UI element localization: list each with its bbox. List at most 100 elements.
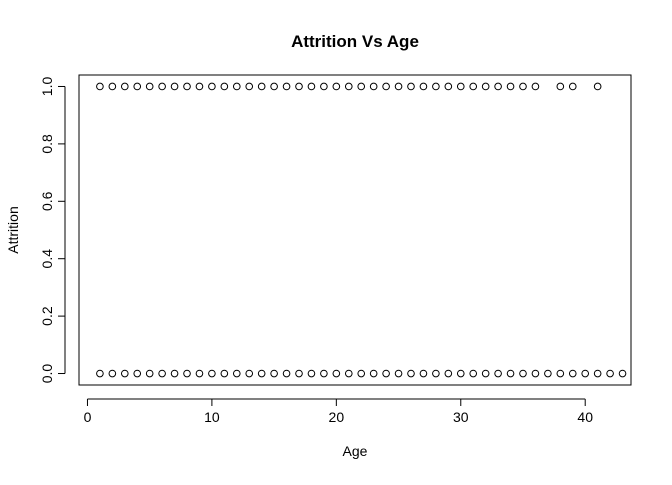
data-point: [232, 82, 241, 91]
data-point: [456, 369, 465, 378]
data-point: [295, 82, 303, 91]
data-point: [456, 82, 465, 91]
data-point: [531, 82, 540, 91]
data-point: [432, 369, 440, 378]
data-point: [183, 82, 191, 91]
x-tick-label: 0: [84, 409, 92, 425]
data-point: [481, 369, 490, 378]
data-point: [232, 369, 241, 378]
data-points: [96, 82, 627, 378]
data-point: [444, 82, 453, 91]
data-point: [270, 82, 278, 91]
data-point: [506, 82, 515, 91]
data-point: [332, 369, 341, 378]
data-point: [120, 82, 129, 91]
data-point: [96, 82, 104, 91]
data-point: [394, 82, 403, 91]
data-point: [108, 82, 117, 91]
data-point: [158, 82, 166, 91]
data-point: [382, 82, 390, 91]
data-point: [208, 82, 216, 91]
data-point: [282, 369, 291, 378]
data-point: [195, 369, 204, 378]
data-point: [357, 369, 366, 378]
data-point: [369, 82, 378, 91]
data-point: [344, 82, 353, 91]
data-point: [556, 82, 565, 91]
data-point: [568, 369, 577, 378]
data-point: [382, 369, 390, 378]
y-tick-label: 0.6: [39, 191, 55, 211]
data-point: [257, 369, 266, 378]
data-point: [531, 369, 540, 378]
data-point: [469, 369, 478, 378]
plot-area-frame: [78, 74, 632, 386]
data-point: [120, 369, 129, 378]
data-point: [481, 82, 490, 91]
data-point: [245, 82, 254, 91]
x-tick-label: 40: [577, 409, 593, 425]
data-point: [618, 369, 627, 378]
data-point: [320, 82, 328, 91]
data-point: [593, 82, 602, 91]
data-point: [519, 82, 527, 91]
data-point: [145, 369, 154, 378]
y-axis: 0.0 0.2 0.4 0.6 0.8 1.0: [39, 77, 66, 384]
data-point: [270, 369, 278, 378]
data-point: [220, 369, 229, 378]
data-point: [506, 369, 515, 378]
data-point: [133, 82, 142, 91]
y-tick-label: 0.2: [39, 306, 55, 326]
data-point: [145, 82, 154, 91]
x-tick-label: 20: [329, 409, 345, 425]
data-point: [519, 369, 527, 378]
data-point: [195, 82, 204, 91]
data-point: [419, 369, 428, 378]
data-point: [170, 369, 179, 378]
data-point: [432, 82, 440, 91]
data-point: [593, 369, 602, 378]
data-point: [407, 369, 415, 378]
data-point: [133, 369, 142, 378]
data-point: [96, 369, 104, 378]
data-point: [282, 82, 291, 91]
data-point: [568, 82, 577, 91]
data-point: [108, 369, 117, 378]
data-point: [556, 369, 565, 378]
y-tick-label: 0.0: [39, 364, 55, 384]
data-point: [407, 82, 415, 91]
x-tick-label: 10: [204, 409, 220, 425]
y-axis-label: Attrition: [5, 206, 21, 253]
data-point: [606, 369, 614, 378]
data-point: [494, 369, 502, 378]
data-point: [332, 82, 341, 91]
data-point: [369, 369, 378, 378]
data-point: [344, 369, 353, 378]
y-tick-label: 0.8: [39, 134, 55, 154]
data-point: [220, 82, 229, 91]
data-point: [245, 369, 254, 378]
data-point: [320, 369, 328, 378]
data-point: [158, 369, 166, 378]
data-point: [307, 82, 316, 91]
data-point: [307, 369, 316, 378]
x-axis-label: Age: [343, 443, 368, 459]
data-point: [581, 369, 590, 378]
y-tick-label: 0.4: [39, 249, 55, 269]
data-point: [444, 369, 453, 378]
chart-title: Attrition Vs Age: [291, 32, 419, 51]
data-point: [183, 369, 191, 378]
data-point: [544, 369, 552, 378]
x-tick-label: 30: [453, 409, 469, 425]
x-axis: 0 10 20 30 40: [84, 398, 593, 425]
data-point: [170, 82, 179, 91]
data-point: [295, 369, 303, 378]
data-point: [494, 82, 502, 91]
data-point: [208, 369, 216, 378]
data-point: [257, 82, 266, 91]
y-tick-label: 1.0: [39, 77, 55, 97]
data-point: [357, 82, 366, 91]
data-point: [469, 82, 478, 91]
